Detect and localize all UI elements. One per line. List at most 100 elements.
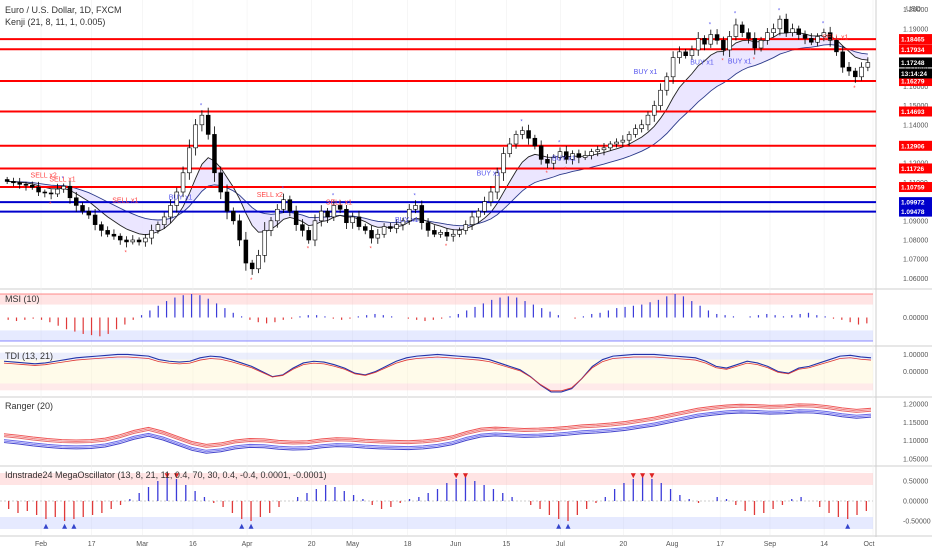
resistance-tag-bg (899, 140, 932, 151)
time-tick-label: 15 (502, 541, 510, 548)
candle-body (714, 34, 720, 41)
candle-body (130, 239, 136, 243)
candle-body (746, 32, 751, 39)
tdi-upper-zone (0, 352, 873, 360)
candle-body (545, 159, 550, 164)
candle-body (758, 40, 764, 49)
tdi-indicator-pane[interactable] (0, 352, 873, 393)
mega-buy-arrow (845, 523, 851, 529)
candle-body (589, 151, 594, 156)
swing-low-marker: * (564, 167, 567, 173)
candle-body (193, 124, 198, 149)
candle-body (620, 139, 626, 143)
sell-signal-label: SELL x1 (822, 34, 848, 41)
resistance-tag-label: 1.12906 (901, 143, 925, 150)
ranger-indicator-pane[interactable] (3, 403, 872, 454)
candle-body (199, 114, 205, 126)
price-tick-label: 1.19000 (903, 26, 928, 33)
msi-indicator-pane[interactable] (0, 293, 873, 342)
candle-body (11, 181, 16, 184)
candle-body (432, 230, 437, 235)
price-axis[interactable]: 1.200001.190001.180001.170001.160001.150… (899, 7, 932, 526)
candle-body (300, 224, 305, 231)
swing-low-marker: * (753, 58, 756, 64)
time-tick-label: 17 (88, 541, 96, 548)
mega-buy-arrow (62, 523, 68, 529)
tdi-tick-label: 0.00000 (903, 369, 928, 376)
candle-body (413, 205, 418, 210)
candle-body (802, 34, 808, 39)
candle-body (205, 114, 211, 135)
candle-body (708, 34, 714, 45)
candle-body (400, 220, 406, 225)
time-tick-label: Feb (35, 541, 47, 548)
candle-body (840, 51, 845, 68)
candle-body (834, 40, 839, 53)
candle-body (702, 38, 707, 45)
candle-body (369, 230, 374, 239)
time-axis[interactable]: Feb 17 Mar 16 Apr 20 May 18 Jun 15 Jul 20 Aug 17 Sep 14… (35, 541, 874, 548)
price-tick-label: 1.07000 (903, 257, 928, 264)
candle-body (564, 151, 569, 160)
candle-body (576, 153, 582, 158)
indicator-title: Kenji (21, 8, 11, 1, 0.005) (5, 17, 105, 27)
candle-body (664, 76, 670, 91)
mega-buy-arrow (71, 523, 77, 529)
candle-body (695, 38, 701, 51)
candle-body (161, 216, 167, 225)
mega-sell-arrow (462, 473, 468, 479)
resistance-tag-label: 1.18465 (901, 37, 925, 44)
candle-body (639, 124, 644, 129)
ranger-band-line (3, 412, 872, 454)
swing-high-marker: * (414, 193, 417, 199)
buy-signal-label: BUY x1 (690, 59, 714, 66)
candle-body (74, 197, 79, 206)
time-tick-label: 16 (189, 541, 197, 548)
candle-body (520, 130, 525, 135)
mega-oscillator-pane[interactable] (0, 473, 873, 529)
swing-high-marker: * (734, 12, 737, 18)
tdi-mid-zone (0, 359, 873, 384)
candle-body (551, 157, 556, 164)
candle-body (350, 216, 355, 224)
resistance-tag-bg (899, 182, 932, 193)
candle-body (614, 141, 619, 145)
time-tick-label: 18 (404, 541, 412, 548)
mega-tick-label: 0.00000 (903, 499, 928, 506)
msi-title: MSI (10) (5, 294, 40, 304)
candle-body (752, 38, 758, 49)
candle-body (683, 51, 688, 56)
candle-body (494, 172, 500, 193)
candle-body (237, 220, 242, 241)
msi-upper-zone (0, 294, 873, 305)
candle-body (23, 184, 29, 186)
candle-body (293, 210, 299, 225)
candle-body (457, 230, 462, 235)
candle-body (450, 233, 456, 237)
candle-body (231, 210, 236, 222)
candle-body (513, 134, 519, 145)
candle-body (111, 233, 117, 237)
candle-body (249, 262, 255, 270)
candle-body (425, 222, 431, 231)
ranger-tick-label: 1.10000 (903, 438, 928, 445)
candle-body (30, 184, 35, 188)
candle-body (143, 237, 148, 243)
price-tick-label: 1.14000 (903, 122, 928, 129)
candle-body (99, 224, 104, 231)
candle-body (865, 62, 871, 68)
resistance-tag-bg (899, 106, 932, 117)
ranger-title: Ranger (20) (5, 401, 53, 411)
candle-body (149, 230, 154, 239)
candle-body (124, 239, 129, 243)
mega-sell-arrow (164, 473, 170, 479)
resistance-tag-label: 1.14693 (901, 109, 925, 116)
candle-body (331, 205, 337, 218)
resistance-tag-label: 1.11726 (901, 166, 925, 173)
buy-signal-label: BUY x1 (634, 69, 658, 76)
swing-high-marker: * (282, 187, 285, 193)
mega-sell-arrow (640, 473, 646, 479)
candle-body (721, 40, 726, 51)
